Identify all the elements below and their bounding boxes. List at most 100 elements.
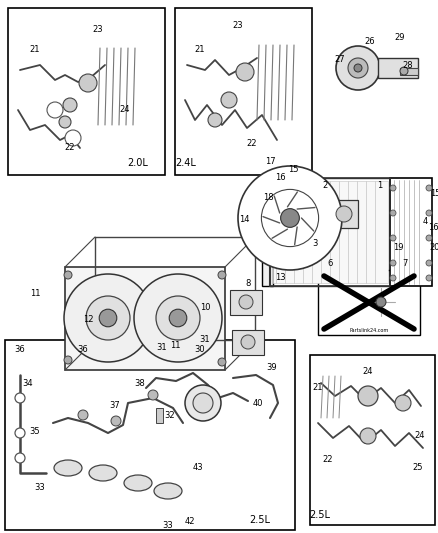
Text: 14: 14: [239, 215, 249, 224]
Text: 20: 20: [430, 244, 438, 253]
Circle shape: [218, 271, 226, 279]
Text: 2.0L: 2.0L: [127, 158, 148, 168]
Text: 6: 6: [327, 259, 333, 268]
Text: 26: 26: [365, 37, 375, 46]
Text: 24: 24: [415, 431, 425, 440]
Text: 2: 2: [322, 181, 328, 190]
Text: 39: 39: [267, 364, 277, 373]
Text: 21: 21: [195, 45, 205, 54]
Text: 33: 33: [162, 521, 173, 529]
Circle shape: [426, 275, 432, 281]
Text: 36: 36: [14, 345, 25, 354]
Circle shape: [390, 275, 396, 281]
Circle shape: [376, 297, 386, 307]
Text: 17: 17: [265, 157, 276, 166]
Text: 11: 11: [170, 341, 180, 350]
Circle shape: [79, 74, 97, 92]
Circle shape: [78, 410, 88, 420]
Text: 2.5L: 2.5L: [310, 510, 331, 520]
Bar: [400, 68, 418, 75]
Circle shape: [236, 63, 254, 81]
Text: 31: 31: [200, 335, 210, 344]
Circle shape: [64, 274, 152, 362]
Text: 32: 32: [165, 410, 175, 419]
Bar: [390, 178, 432, 286]
Text: 38: 38: [134, 378, 145, 387]
Ellipse shape: [154, 483, 182, 499]
Text: 16: 16: [275, 174, 285, 182]
Text: 19: 19: [393, 244, 403, 253]
Text: 34: 34: [23, 378, 33, 387]
Circle shape: [63, 98, 77, 112]
Bar: [230, 290, 262, 315]
Bar: [65, 267, 225, 370]
Text: 42: 42: [185, 518, 195, 527]
Text: 24: 24: [120, 106, 130, 115]
Circle shape: [148, 390, 158, 400]
Text: 22: 22: [323, 456, 333, 464]
Circle shape: [64, 271, 72, 279]
Circle shape: [395, 395, 411, 411]
Text: 25: 25: [413, 464, 423, 472]
Circle shape: [156, 296, 200, 340]
Circle shape: [64, 356, 72, 364]
Circle shape: [281, 208, 299, 228]
Circle shape: [426, 235, 432, 241]
Text: 21: 21: [313, 384, 323, 392]
Text: 16: 16: [427, 223, 438, 232]
Bar: [175, 8, 312, 175]
Text: 3: 3: [312, 238, 318, 247]
Text: 23: 23: [233, 20, 244, 29]
Text: 31: 31: [157, 343, 167, 352]
Circle shape: [15, 393, 25, 403]
Circle shape: [208, 113, 222, 127]
Text: 30: 30: [194, 345, 205, 354]
Text: 15: 15: [430, 189, 438, 198]
Circle shape: [426, 210, 432, 216]
Circle shape: [99, 309, 117, 327]
Text: Partslink24.com: Partslink24.com: [350, 327, 389, 333]
Text: 33: 33: [35, 483, 46, 492]
Text: 2.5L: 2.5L: [250, 515, 271, 525]
Text: 27: 27: [335, 55, 345, 64]
Bar: [310, 355, 435, 525]
Circle shape: [390, 210, 396, 216]
Text: 18: 18: [263, 193, 273, 203]
Circle shape: [221, 92, 237, 108]
Text: 7: 7: [403, 259, 408, 268]
Circle shape: [238, 166, 342, 270]
Circle shape: [390, 185, 396, 191]
Text: 29: 29: [395, 34, 405, 43]
Text: 21: 21: [30, 45, 40, 54]
Text: 11: 11: [30, 288, 40, 297]
Circle shape: [400, 67, 408, 75]
Circle shape: [193, 393, 213, 413]
Bar: [378, 58, 418, 78]
Circle shape: [426, 185, 432, 191]
Circle shape: [354, 64, 362, 72]
Circle shape: [15, 428, 25, 438]
Circle shape: [390, 260, 396, 266]
Circle shape: [358, 386, 378, 406]
Circle shape: [360, 428, 376, 444]
Ellipse shape: [54, 460, 82, 476]
Text: 28: 28: [403, 61, 413, 69]
Circle shape: [169, 309, 187, 327]
Bar: [232, 330, 264, 355]
Bar: [8, 8, 165, 175]
Ellipse shape: [89, 465, 117, 481]
Bar: [273, 181, 388, 283]
Text: 35: 35: [30, 427, 40, 437]
Text: 8: 8: [245, 279, 251, 287]
Circle shape: [185, 385, 221, 421]
Bar: [262, 178, 273, 286]
Ellipse shape: [124, 475, 152, 491]
Text: 13: 13: [275, 273, 285, 282]
Circle shape: [65, 130, 81, 146]
Text: 37: 37: [110, 400, 120, 409]
Bar: [156, 408, 163, 423]
Text: 10: 10: [200, 303, 210, 311]
Text: 4: 4: [422, 217, 427, 227]
Circle shape: [426, 260, 432, 266]
Text: 36: 36: [78, 345, 88, 354]
